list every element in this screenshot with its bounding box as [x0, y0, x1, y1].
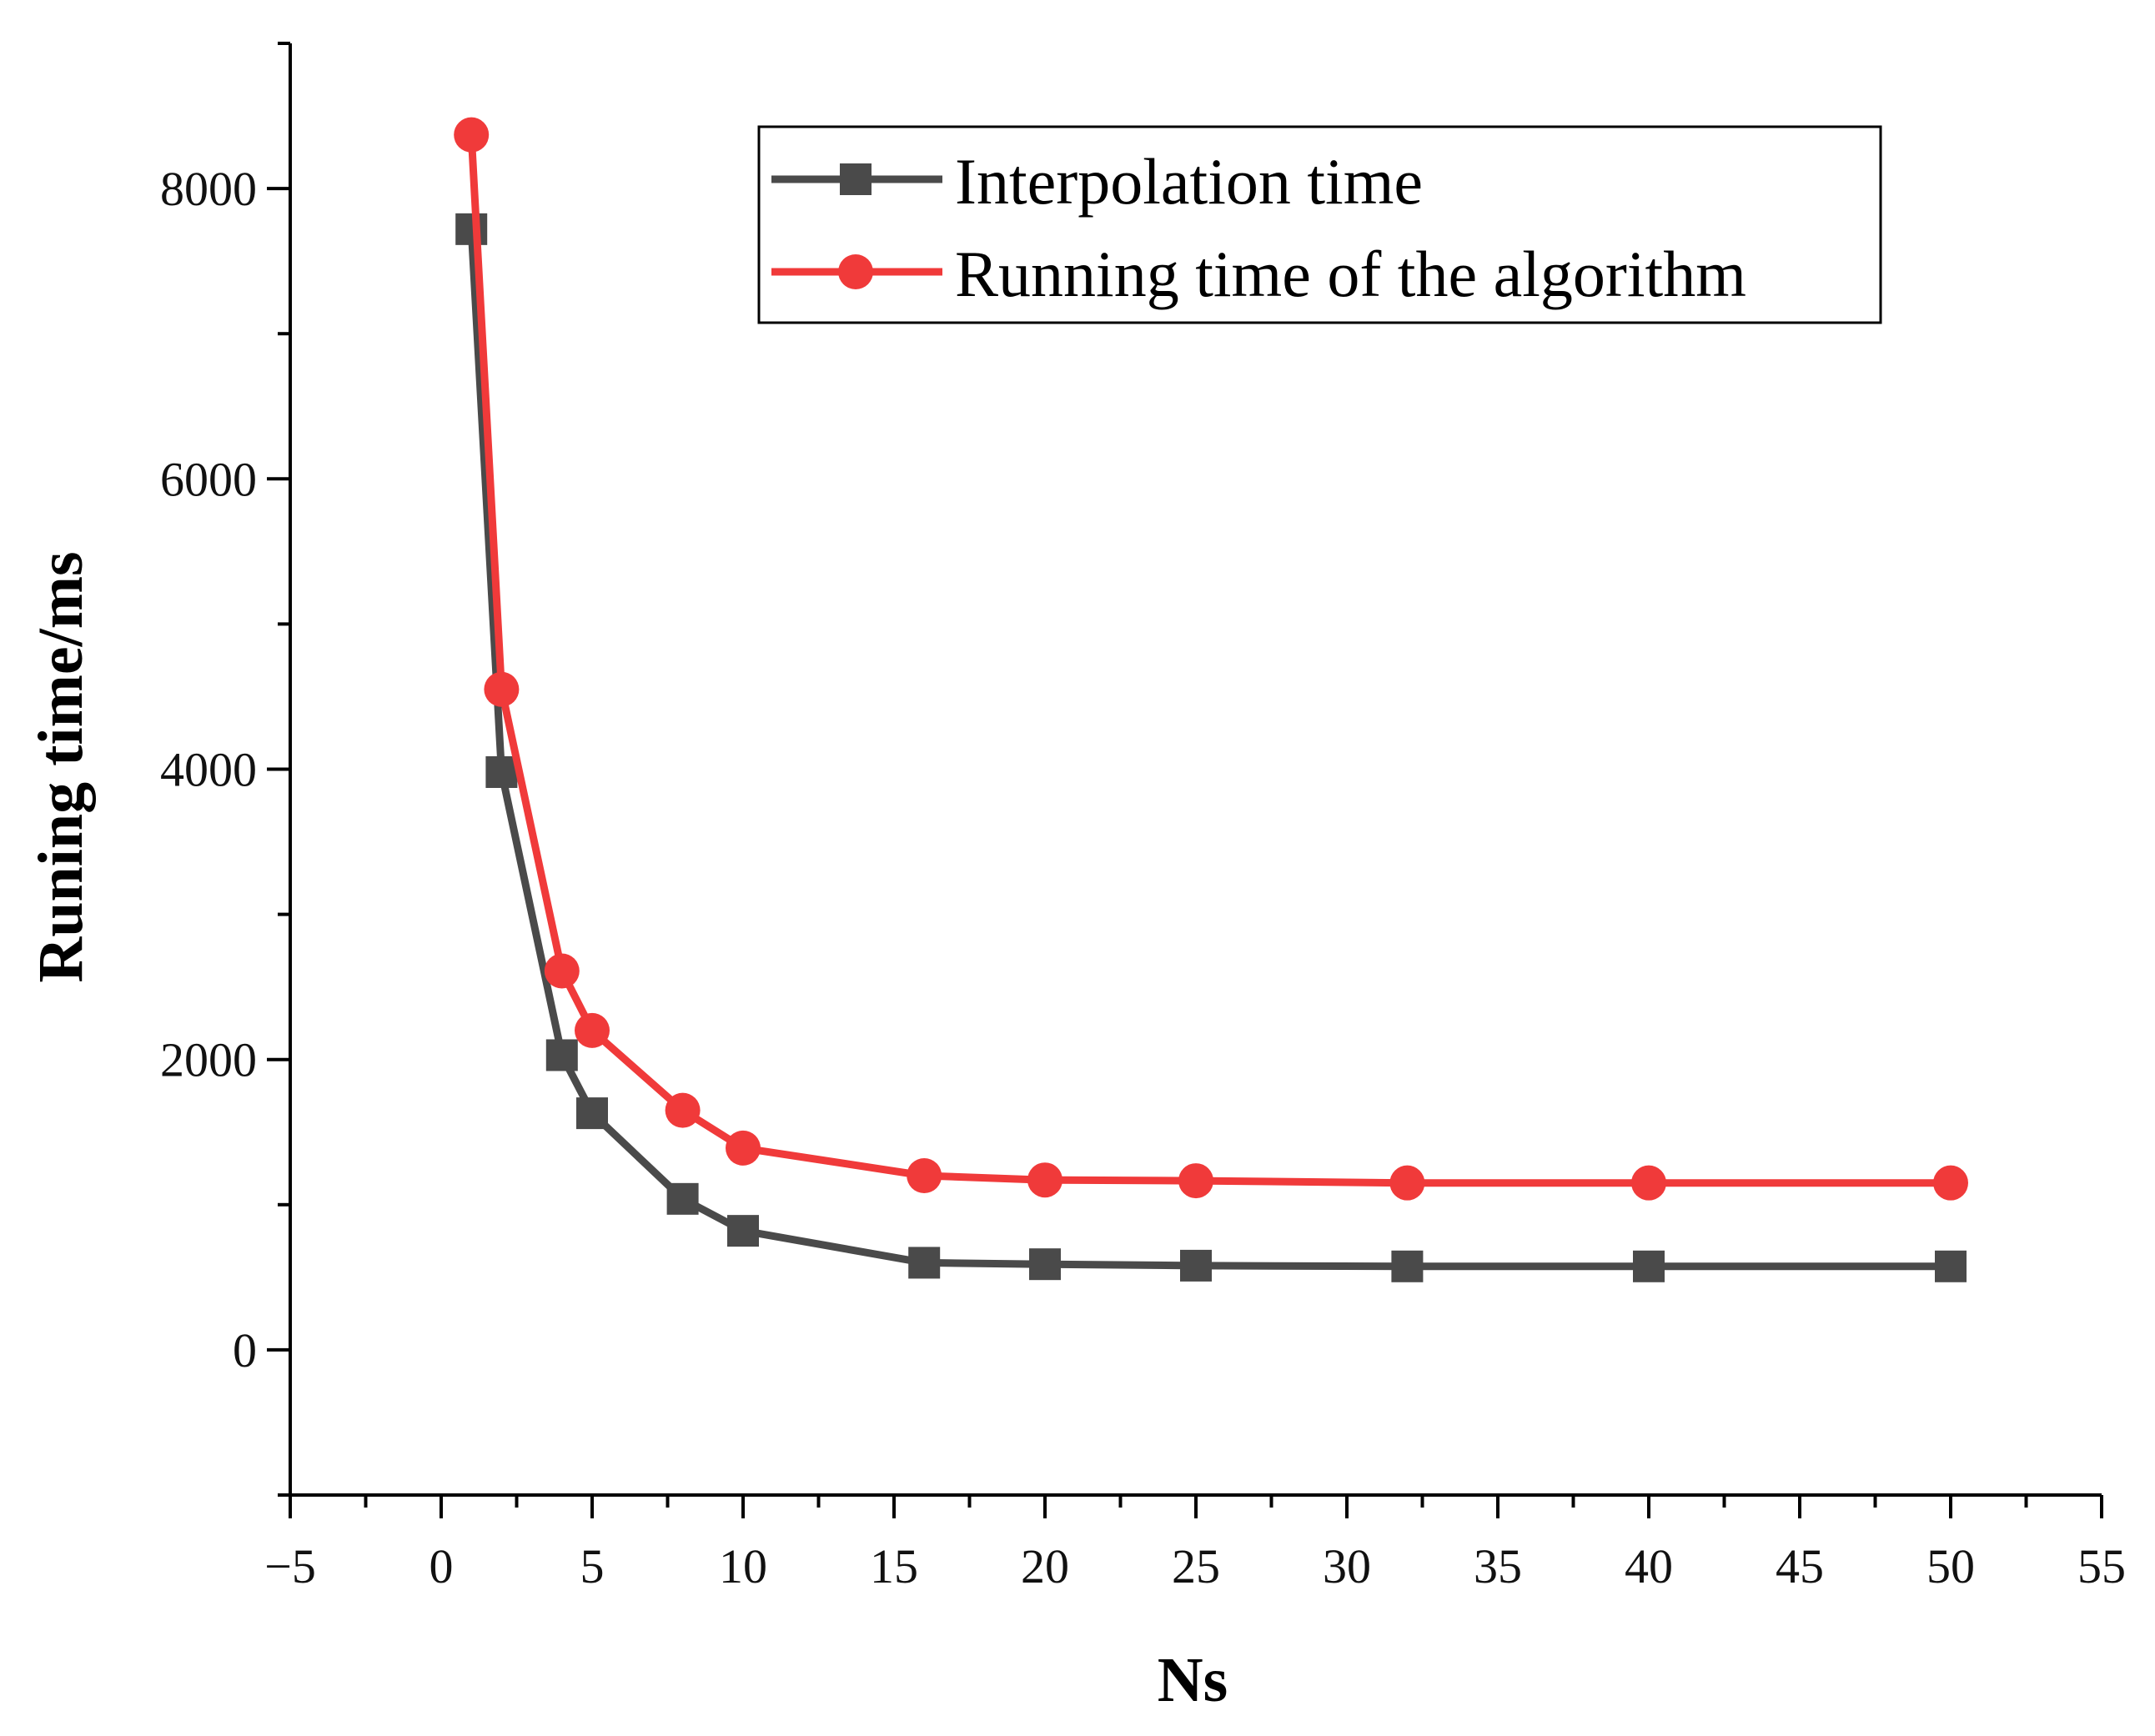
data-point-circle [1933, 1165, 1968, 1201]
data-point-square [485, 755, 518, 788]
x-tick-label: 40 [1625, 1539, 1673, 1593]
x-tick-label: 25 [1172, 1539, 1220, 1593]
series-running-time [454, 117, 1968, 1201]
y-tick-label: 2000 [160, 1033, 257, 1087]
x-tick-label: 15 [870, 1539, 918, 1593]
legend-box [757, 125, 1882, 324]
y-tick-label: 4000 [160, 743, 257, 797]
series-interpolation-time [455, 213, 1967, 1282]
x-tick-label: 50 [1926, 1539, 1975, 1593]
data-point-circle [907, 1157, 942, 1193]
data-point-circle [726, 1130, 761, 1166]
x-tick-label: −5 [264, 1539, 316, 1593]
data-point-circle [1027, 1162, 1062, 1198]
data-point-circle [575, 1012, 610, 1048]
data-point-square [545, 1039, 578, 1071]
data-point-square [455, 213, 488, 245]
legend-marker-circle [838, 254, 873, 289]
legend: Interpolation time Running time of the a… [757, 125, 1882, 324]
data-point-square [908, 1247, 941, 1279]
x-axis-title: Ns [1158, 1645, 1228, 1715]
y-tick-label: 0 [233, 1323, 257, 1377]
data-point-square [576, 1097, 608, 1130]
y-tick-label: 8000 [160, 162, 257, 216]
data-point-square [1935, 1250, 1967, 1282]
x-tick-label: 30 [1323, 1539, 1371, 1593]
data-point-circle [1178, 1163, 1213, 1199]
data-point-circle [484, 671, 520, 707]
x-tick-label: 10 [719, 1539, 767, 1593]
data-point-square [666, 1182, 699, 1215]
data-point-circle [665, 1092, 701, 1128]
series-line [467, 134, 1951, 1187]
data-point-circle [454, 117, 490, 153]
x-tick-label: 20 [1021, 1539, 1069, 1593]
data-point-square [1633, 1250, 1665, 1282]
x-tick-label: 5 [580, 1539, 605, 1593]
data-point-square [1391, 1250, 1424, 1282]
legend-label-running: Running time of the algorithm [955, 238, 1746, 310]
data-point-circle [544, 953, 580, 989]
data-point-circle [1631, 1165, 1666, 1201]
data-point-circle [1389, 1165, 1425, 1201]
legend-label-interpolation: Interpolation time [955, 145, 1423, 218]
x-tick-label: 0 [429, 1539, 454, 1593]
x-tick-label: 55 [2077, 1539, 2126, 1593]
x-tick-label: 35 [1474, 1539, 1522, 1593]
data-point-square [727, 1215, 759, 1247]
legend-marker-square [840, 163, 872, 195]
y-axis-title: Runing time/ms [26, 551, 96, 982]
x-tick-label: 45 [1776, 1539, 1824, 1593]
axes: −5 0 5 10 15 20 25 30 35 40 45 50 55 0 2000 4000 6000 800… [160, 42, 2126, 1593]
data-point-square [1180, 1249, 1212, 1282]
data-point-square [1029, 1248, 1061, 1281]
y-tick-label: 6000 [160, 452, 257, 506]
series-line [467, 228, 1951, 1271]
series-layer [454, 117, 1968, 1282]
